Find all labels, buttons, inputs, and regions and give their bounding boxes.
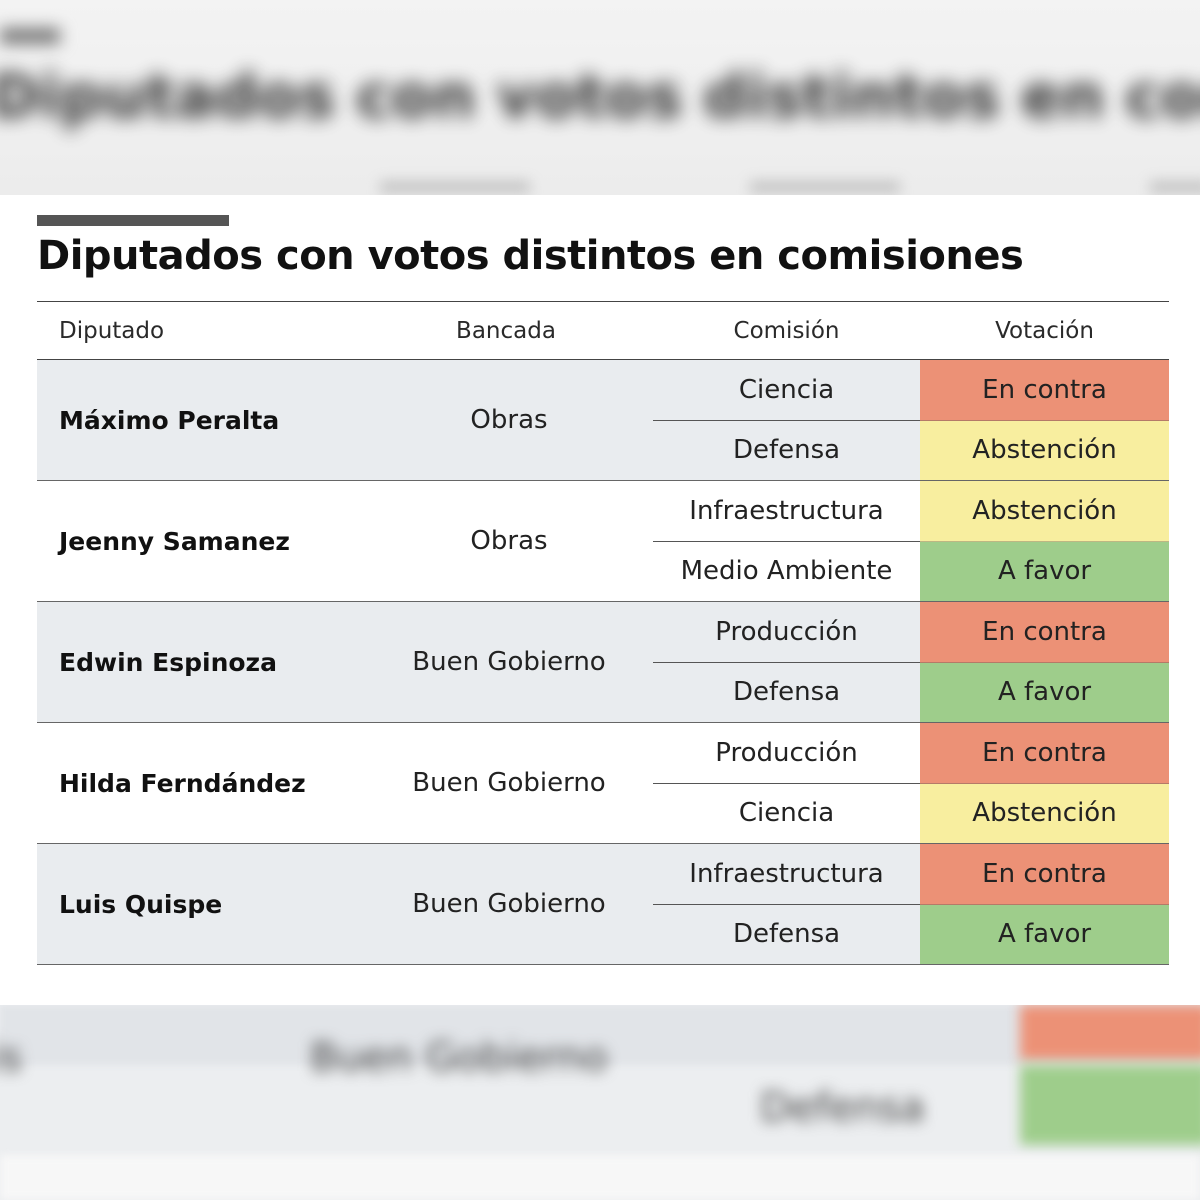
diputado-name: Luis Quispe [37,844,355,964]
blurred-footer [0,1155,1200,1200]
header-comision: Comisión [733,317,840,344]
header-votacion: Votación [995,317,1094,344]
comision-column: Infraestructura Medio Ambiente [653,481,920,601]
vote-badge-a-favor: A favor [920,662,1169,722]
comision-cell: Ciencia [653,360,920,421]
comision-column: Producción Defensa [653,602,920,722]
votacion-column: En contra A favor [920,844,1169,964]
vote-badge-a-favor: A favor [920,541,1169,601]
comision-cell: Defensa [732,677,841,708]
blurred-divider [750,182,900,192]
blurred-vote-cell [1020,1065,1200,1145]
blurred-background-top: Diputados con votos distintos en comisio… [0,0,1200,195]
blurred-accent-bar [0,28,60,44]
vote-badge-abstencion: Abstención [920,481,1169,542]
blurred-divider [1150,182,1200,192]
vote-badge-en-contra: En contra [920,844,1169,905]
bancada-cell: Buen Gobierno [355,602,653,722]
page-title: Diputados con votos distintos en comisio… [37,233,1024,279]
blurred-divider [380,182,530,192]
table-row: Luis Quispe Buen Gobierno Infraestructur… [37,844,1169,965]
comision-cell: Defensa [732,435,841,466]
comision-cell: Defensa [732,919,841,950]
comision-cell: Medio Ambiente [680,556,893,587]
bancada-cell: Buen Gobierno [355,844,653,964]
vote-badge-en-contra: En contra [920,602,1169,663]
infographic-card: Diputados con votos distintos en comisio… [0,195,1200,1005]
diputado-name: Hilda Ferndández [59,768,306,798]
vote-badge-en-contra: En contra [920,723,1169,784]
blurred-title: Diputados con votos distintos en comisio… [0,62,1200,132]
header-bancada: Bancada [456,317,556,344]
votacion-column: Abstención A favor [920,481,1169,601]
votacion-column: En contra Abstención [920,723,1169,843]
header-diputado: Diputado [59,317,165,344]
votes-table: Diputado Bancada Comisión Votación Máxim… [37,301,1169,965]
comision-column: Infraestructura Defensa [653,844,920,964]
comision-cell: Infraestructura [653,481,920,542]
blurred-text: is [0,1035,22,1081]
table-row: Hilda Ferndández Buen Gobierno Producció… [37,723,1169,844]
blurred-background-bottom: Buen Gobierno Defensa is [0,1005,1200,1200]
vote-badge-abstencion: Abstención [920,783,1169,843]
vote-badge-abstencion: Abstención [920,420,1169,480]
vote-badge-a-favor: A favor [920,904,1169,964]
comision-cell: Producción [653,602,920,663]
blurred-row [0,1005,1200,1065]
blurred-text: Buen Gobierno [310,1035,608,1081]
votacion-column: En contra A favor [920,602,1169,722]
bancada-cell: Buen Gobierno [412,768,606,798]
table-header: Diputado Bancada Comisión Votación [37,302,1169,360]
blurred-text: Defensa [760,1085,925,1131]
table-row: Máximo Peralta Obras Ciencia Defensa En … [37,360,1169,481]
bancada-cell: Obras [355,360,653,480]
comision-column: Ciencia Defensa [653,360,920,480]
comision-cell: Producción [653,723,920,784]
diputado-name: Máximo Peralta [37,360,355,480]
table-row: Edwin Espinoza Buen Gobierno Producción … [37,602,1169,723]
diputado-name: Edwin Espinoza [37,602,355,722]
comision-cell: Ciencia [738,798,835,829]
vote-badge-en-contra: En contra [920,360,1169,421]
comision-column: Producción Ciencia [653,723,920,843]
comision-cell: Infraestructura [653,844,920,905]
votacion-column: En contra Abstención [920,360,1169,480]
blurred-vote-cell [1020,1005,1200,1060]
bancada-cell: Obras [470,526,548,556]
diputado-name: Jeenny Samanez [59,526,290,556]
table-row: Jeenny Samanez Obras Infraestructura Med… [37,481,1169,602]
accent-bar [37,215,229,226]
